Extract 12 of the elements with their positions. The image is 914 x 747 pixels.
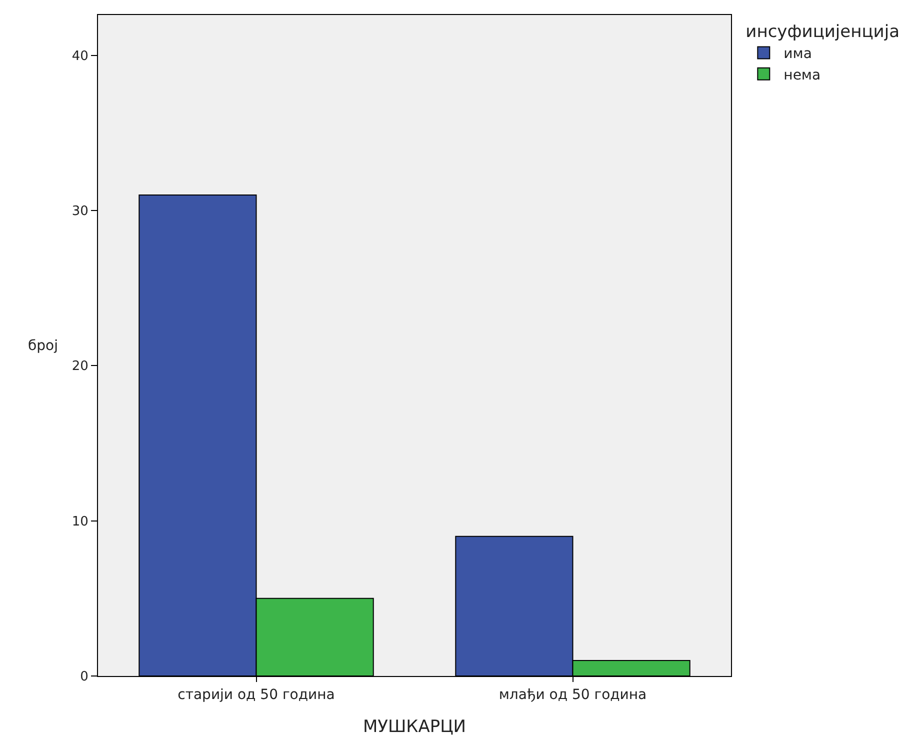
- x-tick-label: старији од 50 година: [178, 686, 335, 703]
- x-axis-title: МУШКАРЦИ: [362, 717, 466, 738]
- legend-title: инсуфицијенција: [746, 22, 900, 42]
- x-tick-label: млађи од 50 година: [498, 686, 647, 703]
- y-tick-label: 30: [72, 204, 88, 220]
- legend-label: има: [784, 46, 812, 62]
- y-tick-label: 10: [72, 514, 88, 530]
- y-tick-label: 0: [80, 670, 88, 685]
- y-axis-title: број: [28, 338, 58, 354]
- y-tick-label: 20: [72, 359, 88, 374]
- y-tick-label: 40: [72, 48, 88, 64]
- legend-label: нема: [784, 67, 821, 84]
